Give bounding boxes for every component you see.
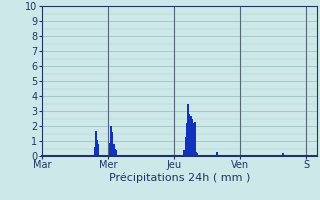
Bar bbox=[183, 150, 185, 156]
Bar bbox=[192, 118, 193, 156]
Bar bbox=[116, 150, 117, 156]
Bar bbox=[186, 123, 188, 156]
Bar bbox=[95, 130, 97, 156]
Bar bbox=[185, 136, 186, 156]
Bar bbox=[196, 152, 197, 156]
Bar bbox=[194, 121, 196, 156]
Bar bbox=[98, 144, 100, 156]
Bar bbox=[110, 126, 112, 156]
Bar bbox=[115, 148, 116, 156]
Bar bbox=[113, 144, 115, 156]
Bar bbox=[112, 132, 113, 156]
Bar bbox=[188, 104, 189, 156]
X-axis label: Précipitations 24h ( mm ): Précipitations 24h ( mm ) bbox=[108, 173, 250, 183]
Bar bbox=[109, 142, 110, 156]
Bar bbox=[97, 140, 98, 156]
Bar bbox=[193, 123, 194, 156]
Bar bbox=[216, 152, 218, 156]
Bar bbox=[190, 116, 192, 156]
Bar bbox=[108, 134, 109, 156]
Bar bbox=[189, 114, 190, 156]
Bar bbox=[197, 153, 198, 156]
Bar bbox=[94, 147, 95, 156]
Bar bbox=[282, 153, 284, 156]
